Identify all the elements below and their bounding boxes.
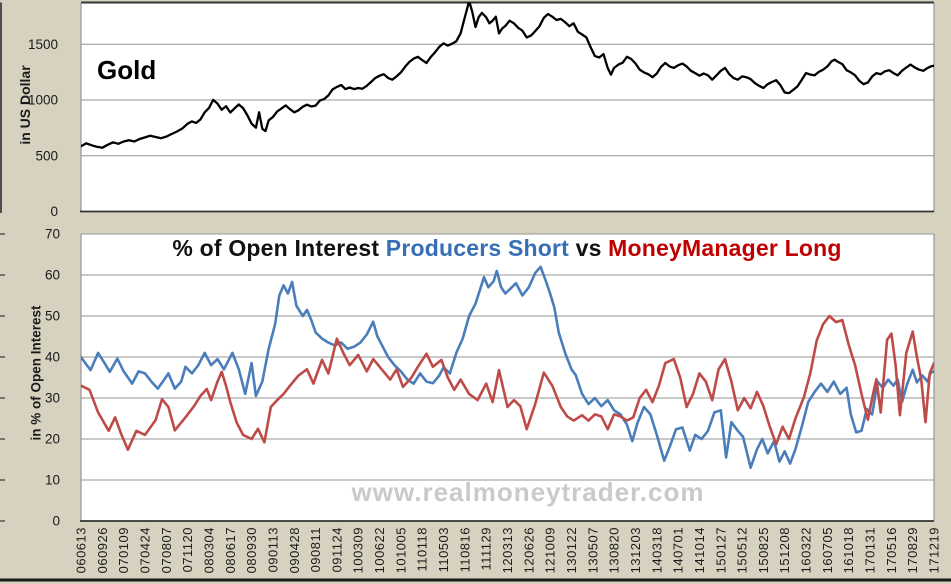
oi-x-tick-label: 090428 <box>287 527 302 573</box>
oi-x-tick-label: 160322 <box>799 527 814 573</box>
oi-x-tick-label: 120626 <box>521 527 536 573</box>
oi-x-tick-label: 091124 <box>329 527 344 572</box>
oi-y-tick-label: 60 <box>45 268 60 283</box>
oi-x-tick-label: 070424 <box>138 527 153 573</box>
oi-y-tick-label: 10 <box>45 473 60 488</box>
oi-x-tick-label: 141014 <box>692 527 707 573</box>
oi-y-tick-label: 30 <box>45 391 60 406</box>
oi-x-tick-label: 080304 <box>201 527 216 573</box>
oi-x-tick-label: 130122 <box>564 527 579 573</box>
oi-x-tick-label: 171219 <box>927 527 942 573</box>
oi-y-tick-label: 0 <box>52 514 60 529</box>
oi-x-tick-label: 070807 <box>159 527 174 573</box>
gold-y-tick-label: 1000 <box>28 93 58 108</box>
oi-x-tick-label: 140701 <box>671 527 686 573</box>
open-interest-y-axis-title: in % of Open Interest <box>28 305 44 441</box>
oi-x-tick-label: 170516 <box>884 527 899 573</box>
oi-x-tick-label: 161018 <box>841 527 856 573</box>
oi-x-tick-label: 070109 <box>116 527 131 573</box>
oi-x-tick-label: 110503 <box>436 527 451 572</box>
oi-x-tick-label: 121009 <box>543 527 558 573</box>
gold-y-tick-label: 0 <box>50 204 58 219</box>
gold-y-tick-label: 500 <box>35 148 58 163</box>
oi-x-tick-label: 101005 <box>393 527 408 573</box>
oi-x-tick-label: 150512 <box>735 527 750 573</box>
oi-x-tick-label: 090113 <box>265 527 280 572</box>
oi-y-tick-label: 40 <box>45 350 60 365</box>
oi-x-tick-label: 130820 <box>607 527 622 573</box>
oi-x-tick-label: 120313 <box>500 527 515 573</box>
title-producers-short: Producers Short <box>385 235 570 261</box>
title-prefix: % of Open Interest <box>172 235 380 261</box>
gold-y-tick-label: 1500 <box>28 37 58 52</box>
oi-x-tick-label: 100309 <box>351 527 366 573</box>
oi-x-tick-label: 170131 <box>863 527 878 573</box>
oi-x-tick-label: 080930 <box>244 527 259 573</box>
gold-plot-area <box>81 2 934 212</box>
oi-x-tick-label: 071120 <box>180 527 195 572</box>
oi-x-tick-label: 130507 <box>585 527 600 573</box>
oi-x-tick-label: 131203 <box>628 527 643 573</box>
oi-y-tick-label: 50 <box>45 309 60 324</box>
oi-y-tick-label: 70 <box>45 227 60 242</box>
oi-x-tick-label: 110816 <box>457 527 472 572</box>
oi-x-tick-label: 160705 <box>820 527 835 573</box>
oi-x-tick-label: 150825 <box>756 527 771 573</box>
oi-x-tick-label: 150127 <box>713 527 728 573</box>
money-manager-long-line <box>81 314 934 452</box>
oi-x-tick-label: 140318 <box>649 527 664 573</box>
oi-x-tick-label: 110118 <box>415 527 430 571</box>
oi-x-tick-label: 100622 <box>372 527 387 573</box>
watermark-text: www.realmoneytrader.com <box>351 477 705 507</box>
gold-series-line <box>81 2 934 149</box>
oi-x-tick-label: 151208 <box>777 527 792 573</box>
oi-x-tick-label: 111129 <box>479 527 494 571</box>
title-moneymanager-long: MoneyManager Long <box>608 235 842 261</box>
oi-x-tick-label: 060926 <box>95 527 110 573</box>
oi-y-tick-label: 20 <box>45 432 60 447</box>
gold-y-axis-title: in US Dollar <box>17 65 33 145</box>
oi-x-tick-label: 090811 <box>308 527 323 572</box>
producers-short-line <box>81 265 934 470</box>
title-vs: vs <box>575 235 602 261</box>
oi-x-tick-label: 170829 <box>905 527 920 573</box>
open-interest-chart-title: % of Open Interest Producers Short vs Mo… <box>172 235 841 262</box>
gold-series-label: Gold <box>97 55 157 85</box>
oi-x-tick-label: 060613 <box>74 527 89 573</box>
oi-x-tick-label: 080617 <box>223 527 238 573</box>
